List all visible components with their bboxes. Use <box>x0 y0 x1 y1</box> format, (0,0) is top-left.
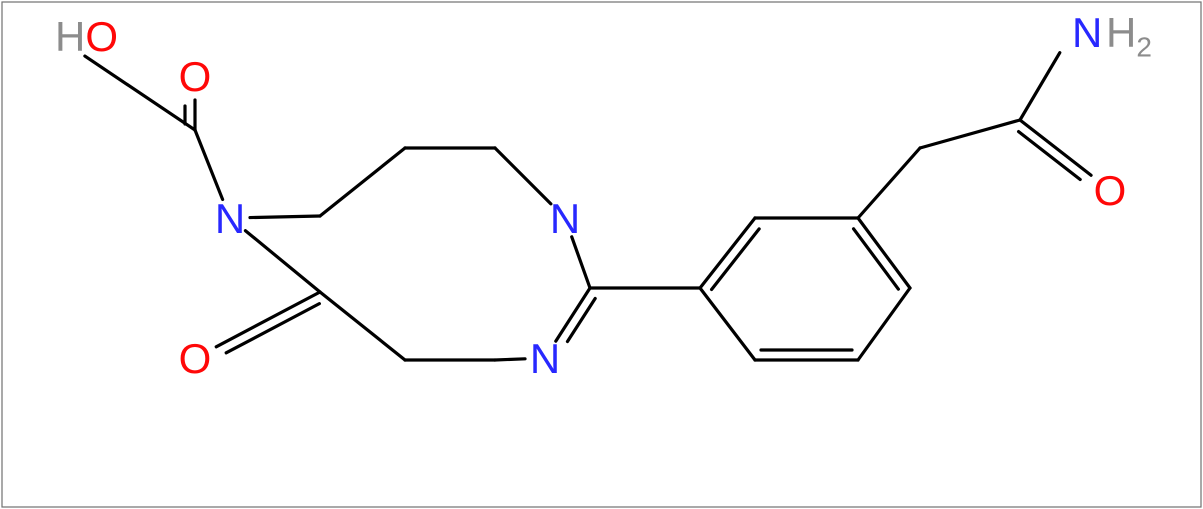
bond <box>712 229 760 290</box>
bond <box>216 292 320 347</box>
atoms-layer: OHONONNONH2 <box>55 9 1152 382</box>
bond <box>1019 132 1081 180</box>
bond <box>495 148 551 204</box>
bond <box>320 292 405 360</box>
bond <box>567 298 595 341</box>
bond <box>195 130 223 199</box>
atom-label-O_amd: O <box>1094 167 1127 214</box>
bond <box>572 237 590 288</box>
atom-label-HO: HO <box>55 13 118 60</box>
atom-label-H2: H2 <box>1106 9 1152 62</box>
bond <box>858 218 910 288</box>
bond <box>858 148 920 218</box>
bond <box>250 216 320 218</box>
bond <box>920 120 1020 148</box>
atom-label-N_up: N <box>550 195 580 242</box>
atom-label-N_mid: N <box>215 195 245 242</box>
bond <box>1020 53 1060 120</box>
bond <box>495 359 525 360</box>
atom-label-O_ket: O <box>179 335 212 382</box>
bond <box>245 231 320 292</box>
atom-label-N_H2: N <box>1072 9 1102 56</box>
bond <box>700 288 755 360</box>
bond <box>858 288 910 360</box>
atom-label-N_dn: N <box>530 335 560 382</box>
bond <box>226 304 319 353</box>
atom-label-O_OH: O <box>179 53 212 100</box>
bond <box>700 218 755 288</box>
molecule-diagram: OHONONNONH2 <box>0 0 1203 509</box>
bond <box>320 148 405 216</box>
bond <box>854 229 899 289</box>
bond <box>1020 120 1091 175</box>
